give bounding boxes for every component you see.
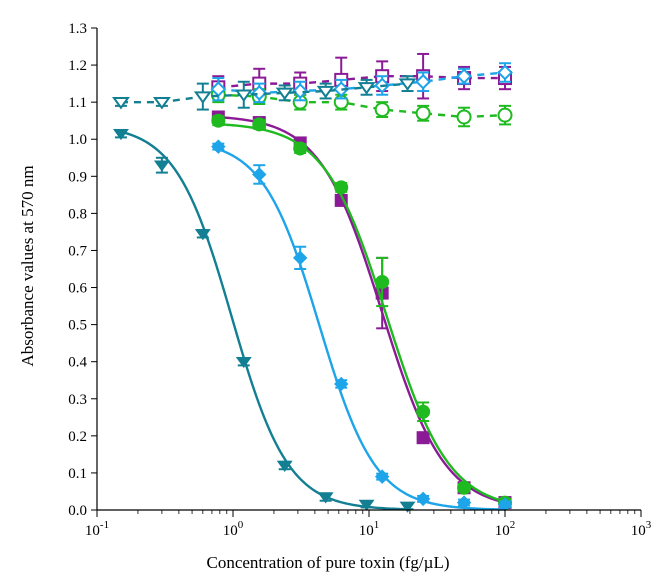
series-line [120,82,408,104]
y-tick-label: 1.2 [68,58,87,74]
triangle-marker [275,87,294,101]
y-tick-label: 0.1 [68,466,87,482]
circle-marker [211,113,226,128]
diamond-marker [292,83,309,99]
diamond-marker [251,84,268,101]
series-2 [211,139,513,512]
triangle-marker [235,356,252,369]
y-tick-label: 0.5 [68,318,87,334]
triangle-marker [276,460,293,472]
x-tick-label: 100 [223,519,244,539]
triangle-marker [357,82,376,95]
axes: 0.0 0.1 0.2 0.3 0.4 0.5 0.6 0.7 0.8 0.9 1.0 1.1 1.2 1… [68,21,652,539]
series-3 [112,128,416,513]
x-axis-label: Concentration of pure toxin (fg/µL) [206,553,449,572]
fitted-curve [120,130,408,511]
y-axis-label: Absorbance values at 570 nm [18,165,37,366]
triangle-marker [193,91,212,104]
circle-marker [457,480,472,495]
x-tick-label: 10-1 [85,519,109,539]
y-tick-label: 0.7 [68,243,87,259]
diamond-marker [374,469,390,484]
triangle-marker [234,89,253,103]
triangle-marker [398,78,417,91]
diamond-marker [456,495,472,510]
triangle-marker [317,492,334,504]
fitted-curve [217,148,506,511]
diamond-marker [333,81,350,98]
diamond-marker [334,376,349,392]
triangle-marker [316,85,335,99]
y-tick-label: 0.0 [68,503,87,519]
circle-marker [334,180,349,195]
fitted-curve [218,123,506,503]
series-1 [211,113,512,510]
y-tick-label: 1.1 [68,95,87,111]
diamond-marker [415,73,432,90]
triangle-marker [153,160,170,172]
y-tick-label: 0.2 [68,429,87,445]
series-7 [112,75,417,111]
circle-marker [293,141,308,156]
circle-marker [375,274,390,289]
diamond-marker [456,68,472,85]
x-tick-label: 103 [631,519,652,539]
diamond-marker [211,139,226,154]
triangle-marker [152,96,171,110]
circle-marker [456,109,472,125]
triangle-marker [194,229,211,241]
circle-marker [374,102,390,118]
y-tick-label: 0.4 [68,355,87,371]
triangle-marker [399,501,416,513]
diamond-marker [415,491,431,507]
circle-marker [416,404,431,419]
triangle-marker [358,499,375,511]
plot-area [112,52,513,513]
diamond-marker [292,250,308,266]
y-tick-label: 0.8 [68,206,87,222]
diamond-marker [252,167,267,182]
circle-marker [497,107,513,123]
y-tick-label: 0.9 [68,169,87,185]
triangle-marker [112,96,130,110]
x-tick-label: 102 [495,519,516,539]
triangle-marker [112,128,129,141]
y-tick-label: 1.0 [68,132,87,148]
square-marker [416,431,430,445]
diamond-marker [497,64,513,81]
y-tick-label: 1.3 [68,21,87,37]
circle-marker [252,117,267,132]
circle-marker [415,105,431,121]
x-tick-label: 101 [359,519,380,539]
y-tick-label: 0.6 [68,281,87,297]
y-tick-label: 0.3 [68,392,87,408]
